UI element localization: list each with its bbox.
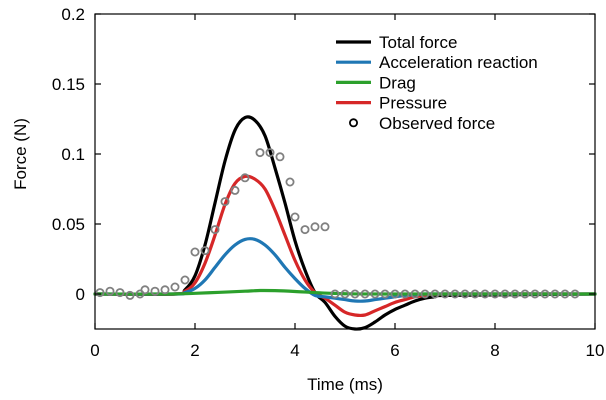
x-tick-label: 2 [190, 341, 199, 360]
y-tick-label: 0.15 [52, 75, 85, 94]
observed-point [430, 289, 440, 299]
observed-point [200, 246, 210, 256]
observed-point [390, 289, 400, 299]
observed-point [480, 289, 490, 299]
observed-point [230, 185, 240, 195]
observed-point [330, 289, 340, 299]
observed-point [350, 289, 360, 299]
observed-point [180, 275, 190, 285]
observed-point [550, 289, 560, 299]
x-axis-label: Time (ms) [307, 375, 383, 394]
observed-point [540, 289, 550, 299]
legend-label-pressure: Pressure [379, 94, 447, 113]
observed-point [570, 289, 580, 299]
observed-point [160, 285, 170, 295]
x-tick-label: 0 [90, 341, 99, 360]
observed-point [275, 152, 285, 162]
observed-point [510, 289, 520, 299]
x-tick-label: 8 [490, 341, 499, 360]
observed-point [105, 286, 115, 296]
observed-point [170, 282, 180, 292]
observed-point [380, 289, 390, 299]
observed-point [240, 173, 250, 183]
y-tick-label: 0 [76, 285, 85, 304]
x-tick-label: 4 [290, 341, 299, 360]
axes: 0 2 4 6 8 10 0 0.05 0.1 0.15 0.2 [52, 5, 605, 360]
observed-points [95, 148, 580, 300]
observed-point [500, 289, 510, 299]
observed-point [140, 285, 150, 295]
y-tick-label: 0.05 [52, 215, 85, 234]
observed-point [400, 289, 410, 299]
observed-point [530, 289, 540, 299]
observed-point [410, 289, 420, 299]
observed-point [490, 289, 500, 299]
observed-point [190, 247, 200, 257]
observed-point [220, 197, 230, 207]
y-tick-label: 0.2 [61, 5, 85, 24]
x-tick-label: 10 [586, 341, 605, 360]
observed-point [470, 289, 480, 299]
series-layer [93, 115, 597, 331]
legend-label-observed: Observed force [379, 114, 495, 133]
observed-point [265, 148, 275, 158]
observed-point [450, 289, 460, 299]
legend-label-total: Total force [379, 33, 457, 52]
observed-point [290, 212, 300, 222]
observed-point [125, 290, 135, 300]
observed-point [255, 148, 265, 158]
axes-frame [94, 13, 596, 330]
observed-point [95, 288, 105, 298]
y-axis-label: Force (N) [11, 118, 30, 190]
observed-point [420, 289, 430, 299]
observed-point [370, 289, 380, 299]
series-line-pressure [93, 174, 597, 318]
observed-point [460, 289, 470, 299]
y-tick-label: 0.1 [61, 145, 85, 164]
observed-point [320, 222, 330, 232]
observed-point [360, 289, 370, 299]
series-line-drag [93, 288, 597, 296]
observed-point [340, 289, 350, 299]
legend-swatch-observed [348, 118, 358, 128]
observed-point [560, 289, 570, 299]
observed-point [210, 225, 220, 235]
legend-label-acceleration: Acceleration reaction [379, 53, 538, 72]
x-tick-label: 6 [390, 341, 399, 360]
observed-point [520, 289, 530, 299]
legend-label-drag: Drag [379, 73, 416, 92]
series-line-acceleration [93, 237, 597, 303]
observed-point [300, 225, 310, 235]
observed-point [310, 222, 320, 232]
observed-point [150, 286, 160, 296]
observed-point [115, 288, 125, 298]
observed-point [285, 177, 295, 187]
observed-point [440, 289, 450, 299]
